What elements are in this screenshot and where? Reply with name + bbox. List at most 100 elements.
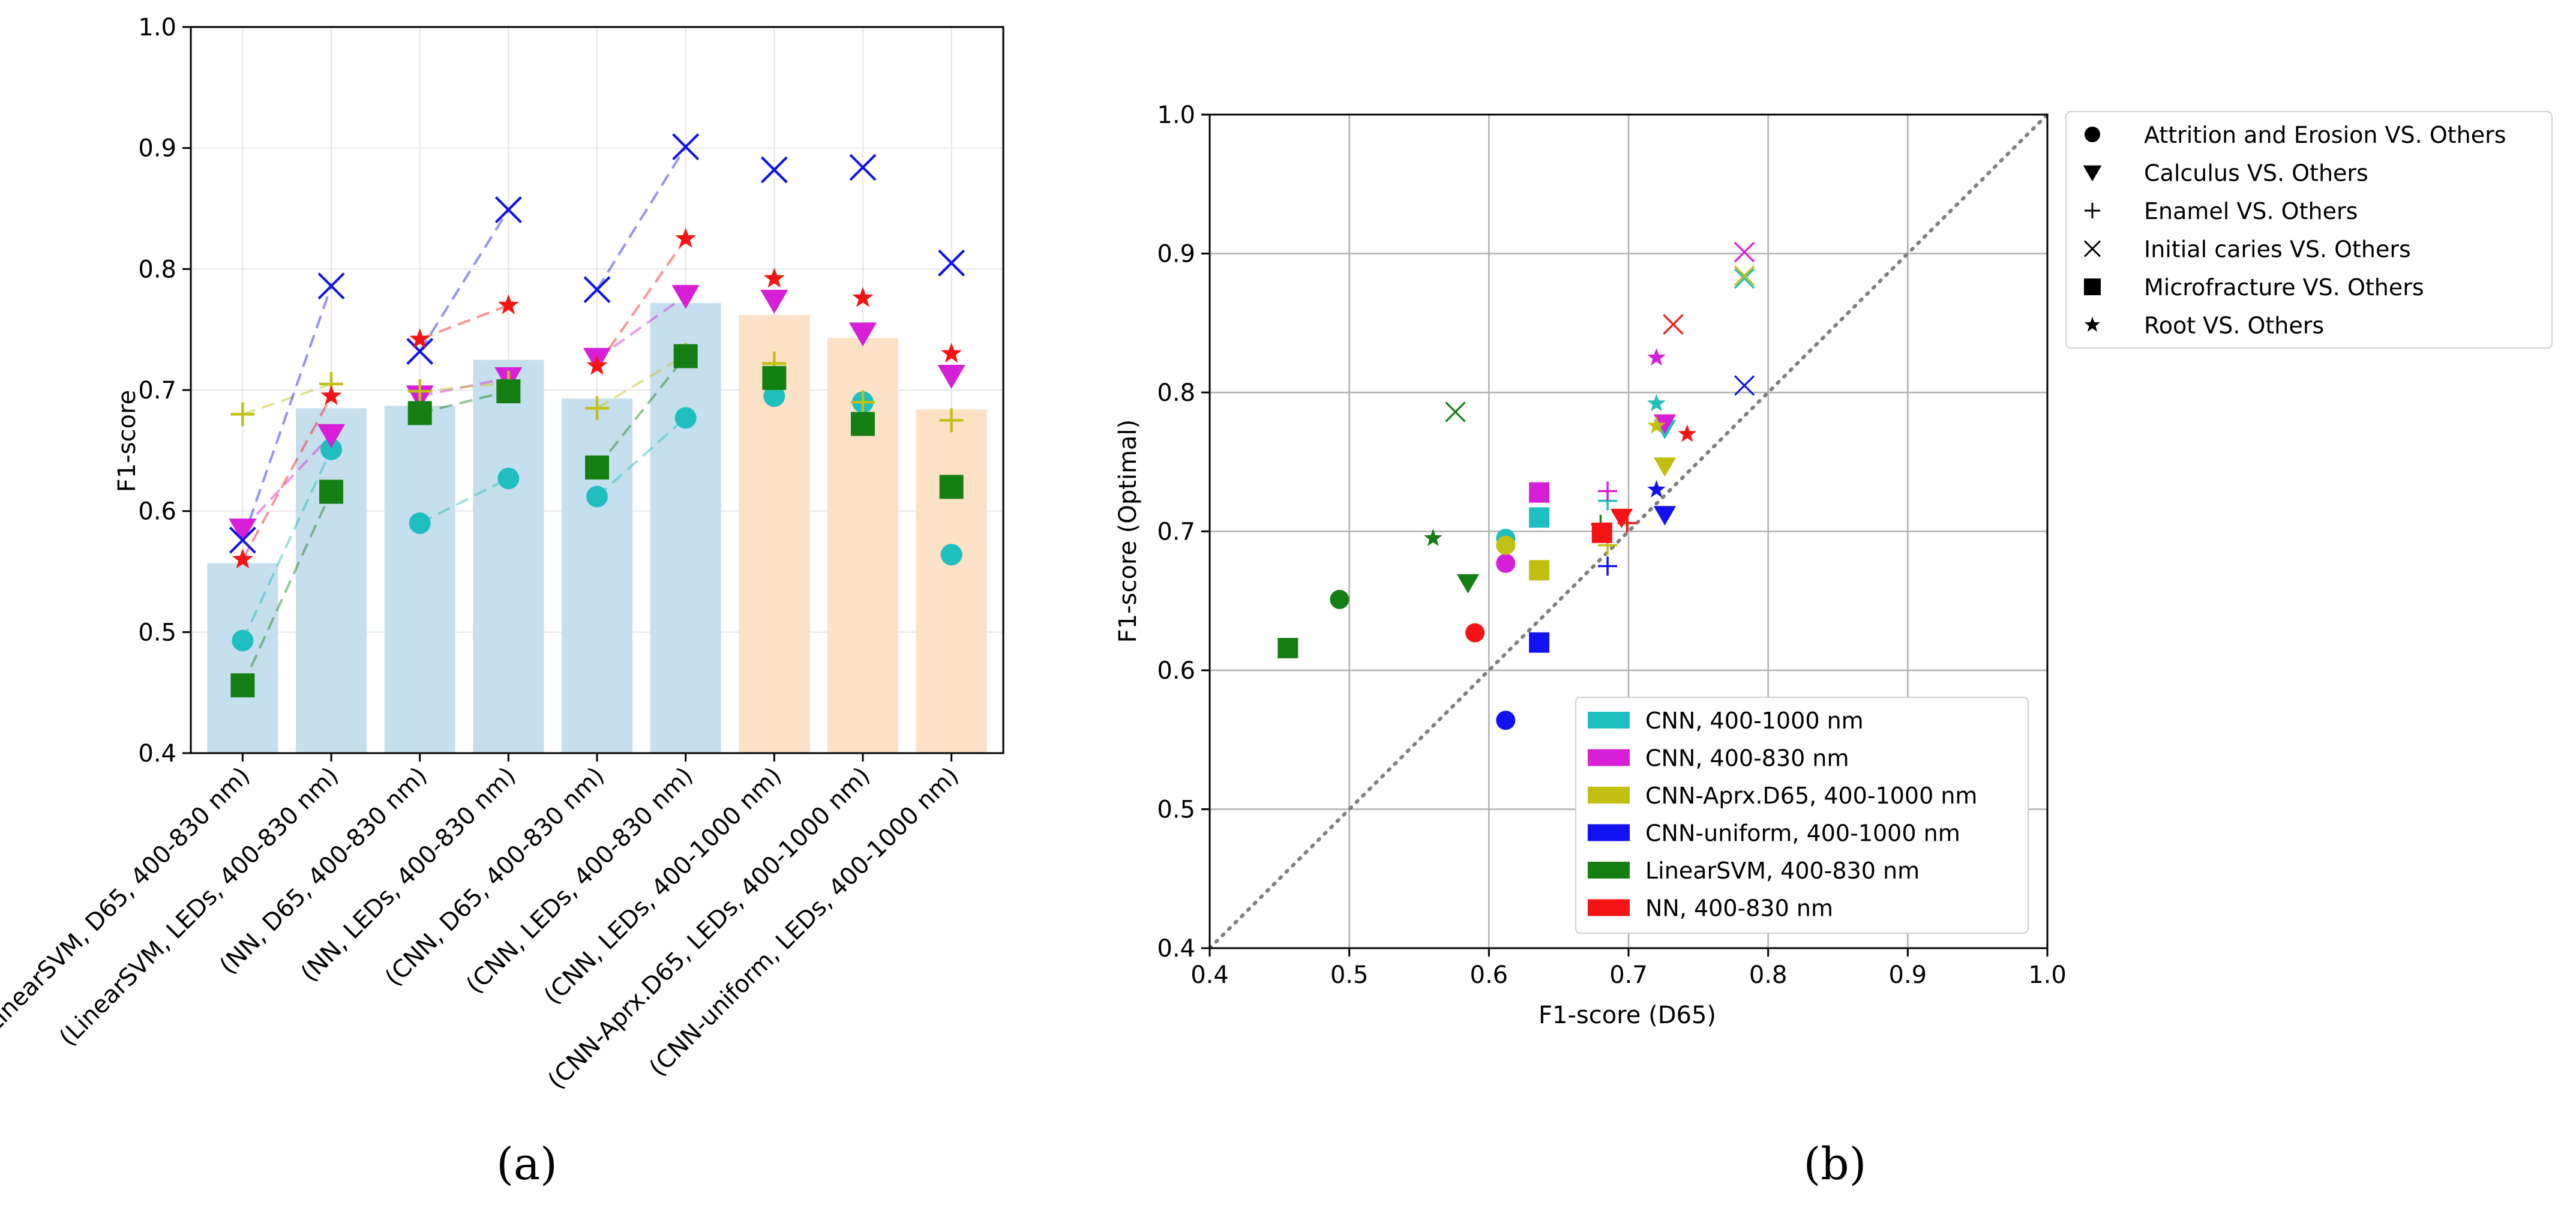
legend-label: Enamel VS. Others [2144,198,2358,224]
connector-line [418,209,510,352]
x-tick-label: 1.0 [2028,961,2067,989]
data-point-root [1678,424,1696,442]
data-point-calculus [1456,574,1480,594]
data-point-initial [760,156,788,184]
x-tick-label: 0.9 [1889,961,1927,989]
data-point-calculus [229,518,257,542]
x-tick-label: (CNN-Aprx.D65, LEDs, 400-1000 nm) [542,762,875,1095]
data-point-attrition [1465,623,1485,643]
y-tick-label: 0.7 [1157,518,1195,546]
data-point-micro [850,412,875,436]
legend-label: CNN-uniform, 400-1000 nm [1645,820,1960,847]
legend-label: CNN, 400-830 nm [1645,745,1849,772]
data-point-calculus [1610,508,1633,529]
data-point-attrition [586,485,608,508]
legend-swatch [1588,712,1630,729]
data-point-root [1647,394,1666,412]
legend-label: Attrition and Erosion VS. Others [2144,122,2506,148]
y-tick-label: 0.4 [1157,935,1195,963]
x-tick-label: 0.8 [1749,961,1788,989]
data-point-micro [1529,507,1550,528]
panel-b-points [1277,242,1755,730]
bar [384,406,455,753]
y-tick-label: 0.8 [138,256,176,283]
data-point-initial [938,249,965,277]
legend-swatch [1588,862,1630,879]
connector-line [596,355,687,469]
connector-line [242,383,332,416]
legend-label: CNN, 400-1000 nm [1645,708,1864,734]
bar [650,302,721,753]
data-point-calculus [1653,414,1677,434]
panel-a-chart: 0.4 0.5 0.6 0.7 0.8 0.9 1.0 (LinearSVM, D65, 4… [0,14,1004,1190]
legend-label: Calculus VS. Others [2144,160,2368,187]
data-point-calculus [1653,506,1677,526]
data-point-attrition [1330,589,1350,609]
panel-b-x-ticks: 0.4 0.5 0.6 0.7 0.8 0.9 1.0 [1190,948,2067,989]
data-point-enamel [1598,556,1618,576]
data-point-root [586,355,608,375]
panel-a-markers [229,133,965,698]
data-point-initial [1734,375,1755,396]
y-tick-label: 0.6 [138,498,176,526]
connector-line [596,353,686,409]
connector-line [241,448,332,642]
data-point-calculus [671,284,700,309]
legend-marker-root [2084,316,2101,332]
data-point-enamel [1598,481,1618,501]
legend-marker-calculus [2083,165,2102,182]
legend-swatch [1588,899,1630,916]
panel-a-label: (a) [496,1138,557,1190]
panel-b-x-axis-label: F1-score (D65) [1539,1002,1716,1029]
data-point-root [232,548,253,569]
y-tick-label: 0.8 [1157,379,1195,407]
legend-marker-enamel [2085,203,2100,218]
data-point-root [941,343,962,363]
data-point-calculus [848,322,877,347]
legend-marker-attrition [2085,127,2100,142]
data-point-micro [1529,482,1550,503]
data-point-enamel [1617,513,1637,533]
data-point-attrition [409,512,431,534]
color-legend-box [1575,697,2029,934]
data-point-root [1647,348,1666,366]
data-point-micro [496,379,521,404]
data-point-calculus [760,289,788,314]
x-tick-label: 0.6 [1470,961,1509,989]
connector-line [241,285,332,541]
connector-line [241,395,332,560]
data-point-root [1647,416,1666,434]
legend-label: LinearSVM, 400-830 nm [1645,858,1920,884]
data-point-attrition [497,467,520,490]
data-point-root [409,328,431,349]
data-point-micro [762,365,787,390]
connector-line [241,434,332,530]
legend-marker-initial [2083,240,2101,257]
panel-a-y-axis-label: F1-score [113,390,141,492]
connector-line [596,238,687,367]
y-tick-label: 0.5 [1157,796,1195,824]
panel-a-y-ticks: 0.4 0.5 0.6 0.7 0.8 0.9 1.0 [138,14,191,768]
connector-line [596,295,686,360]
y-tick-label: 1.0 [138,14,176,41]
legend-marker-micro [2084,278,2101,295]
data-point-attrition [232,630,254,652]
data-point-root [320,385,342,405]
data-point-attrition [1496,553,1516,573]
x-tick-label: (CNN-uniform, LEDs, 400-1000 nm) [644,762,964,1082]
bar [561,398,633,753]
data-point-enamel [585,396,609,421]
y-tick-label: 1.0 [1157,101,1195,129]
data-point-initial [229,526,256,554]
data-point-attrition [763,385,785,407]
legend-swatch [1588,824,1630,841]
connector-line [419,304,509,341]
data-point-initial [1663,314,1684,335]
data-point-attrition [940,544,962,566]
connector-line [419,381,509,393]
x-tick-label: 0.5 [1330,961,1369,989]
data-point-root [1424,529,1443,547]
data-point-enamel [850,390,875,415]
y-tick-label: 0.7 [138,377,176,404]
connector-line [419,376,509,398]
